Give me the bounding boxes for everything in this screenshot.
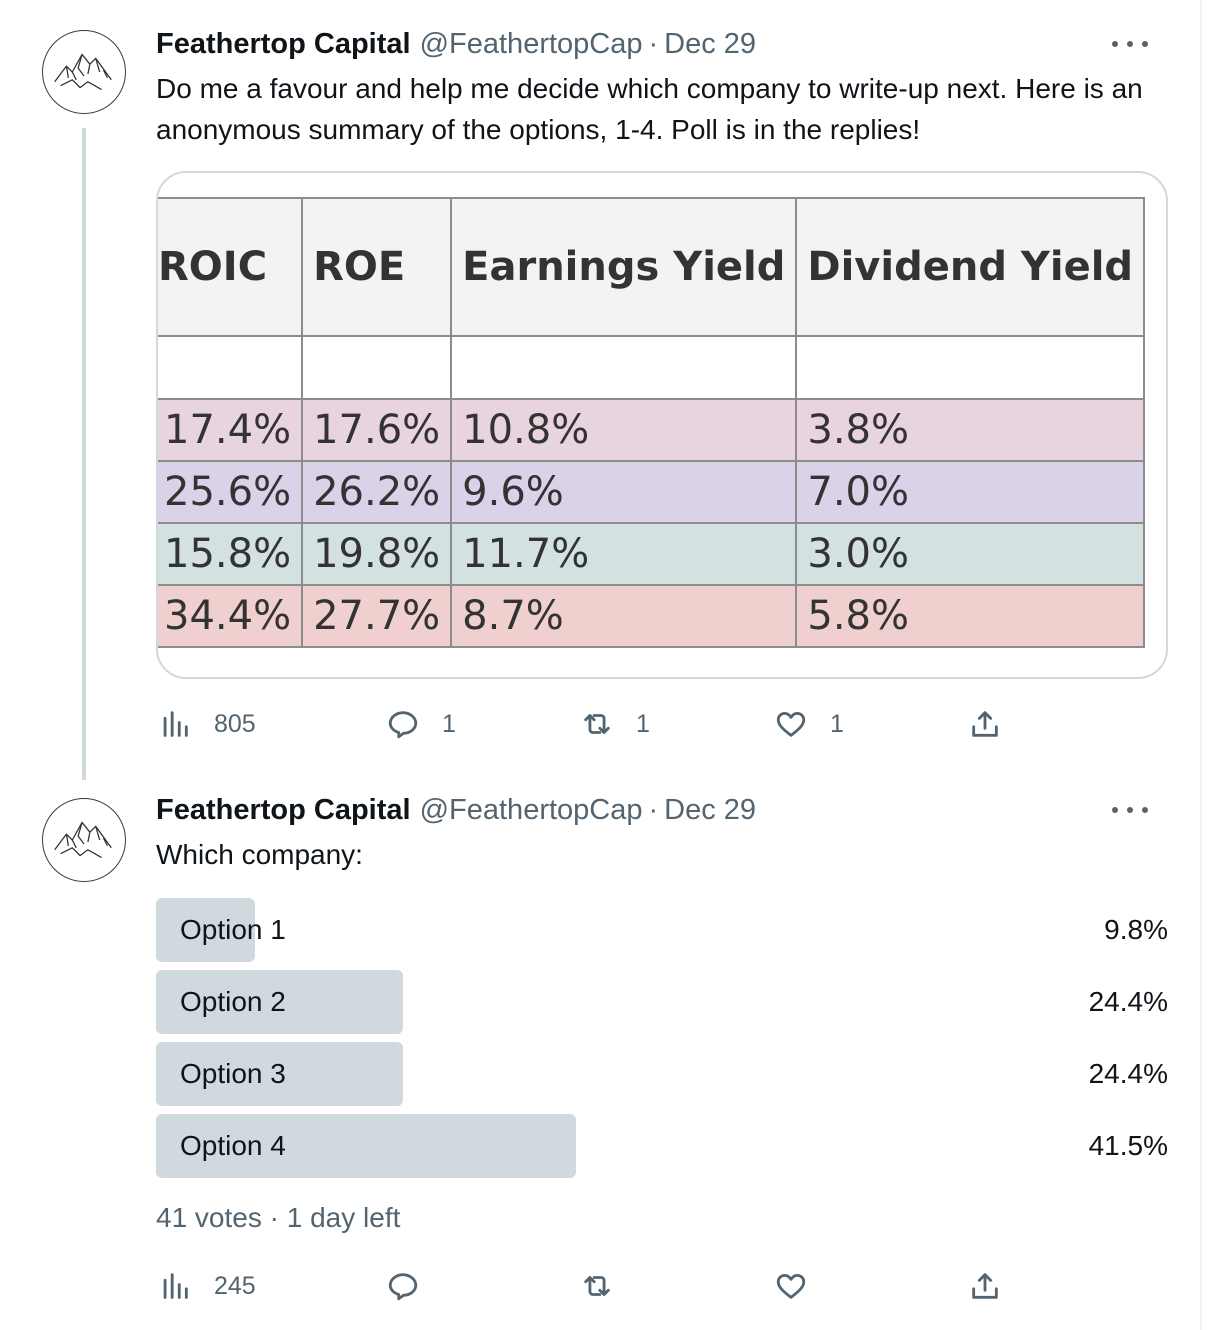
thread-line	[82, 128, 86, 780]
table-row: 34.4% 27.7% 8.7% 5.8%	[158, 584, 1146, 648]
table-cell: 25.6%	[158, 460, 304, 524]
poll-option-label: Option 4	[180, 1130, 286, 1161]
table-cell: 17.6%	[301, 398, 453, 462]
views-count: 245	[214, 1271, 256, 1300]
tweet-header: Feathertop Capital @FeathertopCap · Dec …	[156, 26, 756, 62]
poll-option-percent: 24.4%	[1088, 986, 1168, 1017]
more-icon[interactable]	[1112, 800, 1148, 820]
table-cell: 34.4%	[158, 584, 304, 648]
poll-option[interactable]: Option 4 41.5%	[156, 1114, 1168, 1178]
avatar[interactable]	[42, 798, 126, 882]
views-button[interactable]: 245	[158, 1266, 256, 1306]
table-cell: 9.6%	[450, 460, 798, 524]
tweet-date[interactable]: Dec 29	[664, 793, 757, 826]
tweet-text: Which company:	[156, 839, 363, 870]
mountain-logo-icon	[54, 53, 112, 91]
retweet-icon	[584, 714, 610, 734]
separator: ·	[269, 1202, 279, 1233]
table-header-cell: Earnings Yield	[450, 197, 798, 337]
retweet-button[interactable]: 1	[580, 704, 650, 744]
table-row: 25.6% 26.2% 9.6% 7.0%	[158, 460, 1146, 524]
mountain-logo-icon	[54, 821, 112, 859]
share-icon	[972, 711, 998, 737]
table-cell: 26.2%	[301, 460, 453, 524]
poll-time-left: 1 day left	[286, 1202, 401, 1233]
poll-bar	[156, 1042, 403, 1106]
table-header-cell: Dividend Yield	[795, 197, 1146, 337]
table-header-row: ROIC ROE Earnings Yield Dividend Yield	[158, 197, 1146, 337]
table-header-cell: ROE	[301, 197, 453, 337]
share-button[interactable]	[968, 704, 1002, 744]
separator: ·	[648, 793, 659, 826]
tweet-text: Do me a favour and help me decide which …	[156, 73, 1143, 145]
metrics-table: ROIC ROE Earnings Yield Dividend Yield 1…	[158, 197, 1146, 648]
more-icon[interactable]	[1112, 34, 1148, 54]
poll-bar	[156, 970, 403, 1034]
poll-option-percent: 24.4%	[1088, 1058, 1168, 1089]
table-cell: 8.7%	[450, 584, 798, 648]
poll-option[interactable]: Option 1 9.8%	[156, 898, 1168, 962]
table-header-cell: ROIC	[158, 197, 304, 337]
poll-option-percent: 9.8%	[1104, 914, 1168, 945]
action-bar: 805 1 1 1	[156, 704, 1056, 744]
table-cell: 11.7%	[450, 522, 798, 586]
table-row: 15.8% 19.8% 11.7% 3.0%	[158, 522, 1146, 586]
poll-meta: 41 votes · 1 day left	[156, 1202, 400, 1234]
reply-button[interactable]	[386, 1266, 420, 1306]
tweet-1[interactable]: Feathertop Capital @FeathertopCap · Dec …	[0, 0, 1202, 780]
tweet-date[interactable]: Dec 29	[664, 27, 757, 60]
poll-option-label: Option 2	[180, 986, 286, 1017]
poll-bar	[156, 898, 255, 962]
avatar[interactable]	[42, 30, 126, 114]
table-cell: 17.4%	[158, 398, 304, 462]
poll-option[interactable]: Option 2 24.4%	[156, 970, 1168, 1034]
table-cell: 15.8%	[158, 522, 304, 586]
poll-option-label: Option 3	[180, 1058, 286, 1089]
tweet-2[interactable]: Feathertop Capital @FeathertopCap · Dec …	[0, 772, 1202, 1330]
retweet-count: 1	[636, 709, 650, 738]
retweet-icon	[584, 1276, 610, 1296]
share-icon	[972, 1273, 998, 1299]
table-cell: 3.0%	[795, 522, 1146, 586]
table-cell: 27.7%	[301, 584, 453, 648]
like-button[interactable]: 1	[774, 704, 844, 744]
media-image[interactable]: ROIC ROE Earnings Yield Dividend Yield 1…	[156, 171, 1168, 679]
table-cell: 19.8%	[301, 522, 453, 586]
table-cell: 7.0%	[795, 460, 1146, 524]
table-cell: 5.8%	[795, 584, 1146, 648]
separator: ·	[648, 27, 659, 60]
poll-option-label: Option 1	[180, 914, 286, 945]
action-bar: 245	[156, 1266, 1056, 1306]
poll-option-percent: 41.5%	[1088, 1130, 1168, 1161]
table-blank-row	[158, 335, 1146, 400]
poll-bar	[156, 1114, 576, 1178]
like-icon	[776, 1273, 806, 1299]
user-handle[interactable]: @FeathertopCap	[419, 27, 643, 60]
like-icon	[776, 711, 806, 737]
table-row: 17.4% 17.6% 10.8% 3.8%	[158, 398, 1146, 462]
display-name[interactable]: Feathertop Capital	[156, 793, 411, 826]
views-button[interactable]: 805	[158, 704, 256, 744]
table-cell: 3.8%	[795, 398, 1146, 462]
display-name[interactable]: Feathertop Capital	[156, 27, 411, 60]
views-count: 805	[214, 709, 256, 738]
poll-option[interactable]: Option 3 24.4%	[156, 1042, 1168, 1106]
poll-votes: 41 votes	[156, 1202, 262, 1233]
reply-icon	[388, 1273, 418, 1301]
table-cell: 10.8%	[450, 398, 798, 462]
like-count: 1	[830, 709, 844, 738]
tweet-header: Feathertop Capital @FeathertopCap · Dec …	[156, 792, 756, 828]
views-icon	[163, 1273, 188, 1299]
reply-button[interactable]: 1	[386, 704, 456, 744]
share-button[interactable]	[968, 1266, 1002, 1306]
reply-icon	[388, 711, 418, 739]
like-button[interactable]	[774, 1266, 808, 1306]
retweet-button[interactable]	[580, 1266, 614, 1306]
reply-count: 1	[442, 709, 456, 738]
views-icon	[163, 711, 188, 737]
user-handle[interactable]: @FeathertopCap	[419, 793, 643, 826]
